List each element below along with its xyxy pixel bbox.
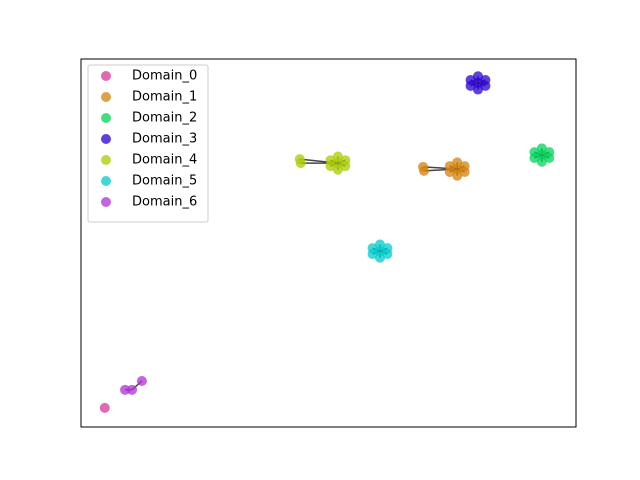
scatter-point xyxy=(332,164,343,175)
legend-marker xyxy=(101,134,111,144)
scatter-point xyxy=(536,156,547,167)
scatter-point xyxy=(472,84,483,95)
scatter-point xyxy=(536,143,547,154)
legend-marker xyxy=(101,155,111,165)
scatter-point xyxy=(444,166,455,177)
legend-label: Domain_3 xyxy=(132,132,197,147)
legend-label: Domain_2 xyxy=(132,111,197,126)
scatter-point xyxy=(120,384,131,395)
scatter-point xyxy=(295,158,306,169)
scatter-point xyxy=(382,249,393,260)
legend-marker xyxy=(101,197,111,207)
scatter-point xyxy=(544,152,555,163)
scatter-point xyxy=(459,166,470,177)
scatter-point xyxy=(452,157,463,168)
legend-marker xyxy=(101,176,111,186)
legend-label: Domain_0 xyxy=(132,69,197,84)
legend-marker xyxy=(101,113,111,123)
scatter-point xyxy=(332,151,343,162)
scatter-point xyxy=(340,161,351,172)
scatter-point xyxy=(136,376,147,386)
legend-label: Domain_5 xyxy=(132,174,197,189)
scatter-point xyxy=(374,252,385,263)
legend-marker xyxy=(101,92,111,102)
legend-marker xyxy=(101,71,111,81)
legend-label: Domain_1 xyxy=(132,90,197,105)
scatter-point xyxy=(472,71,483,82)
scatter-point xyxy=(126,384,137,395)
scatter-point xyxy=(419,165,430,176)
scatter-point xyxy=(374,239,385,250)
scatter-point xyxy=(480,80,491,91)
scatter-point xyxy=(465,80,476,91)
scatter-point xyxy=(529,152,540,163)
scatter-point xyxy=(325,161,336,172)
legend-label: Domain_4 xyxy=(132,153,197,168)
scatter-point xyxy=(367,249,378,260)
legend-box xyxy=(87,64,209,223)
scatter-point xyxy=(99,402,110,413)
legend-label: Domain_6 xyxy=(132,195,197,210)
plot-frame xyxy=(80,58,577,428)
scatter-point xyxy=(452,170,463,181)
